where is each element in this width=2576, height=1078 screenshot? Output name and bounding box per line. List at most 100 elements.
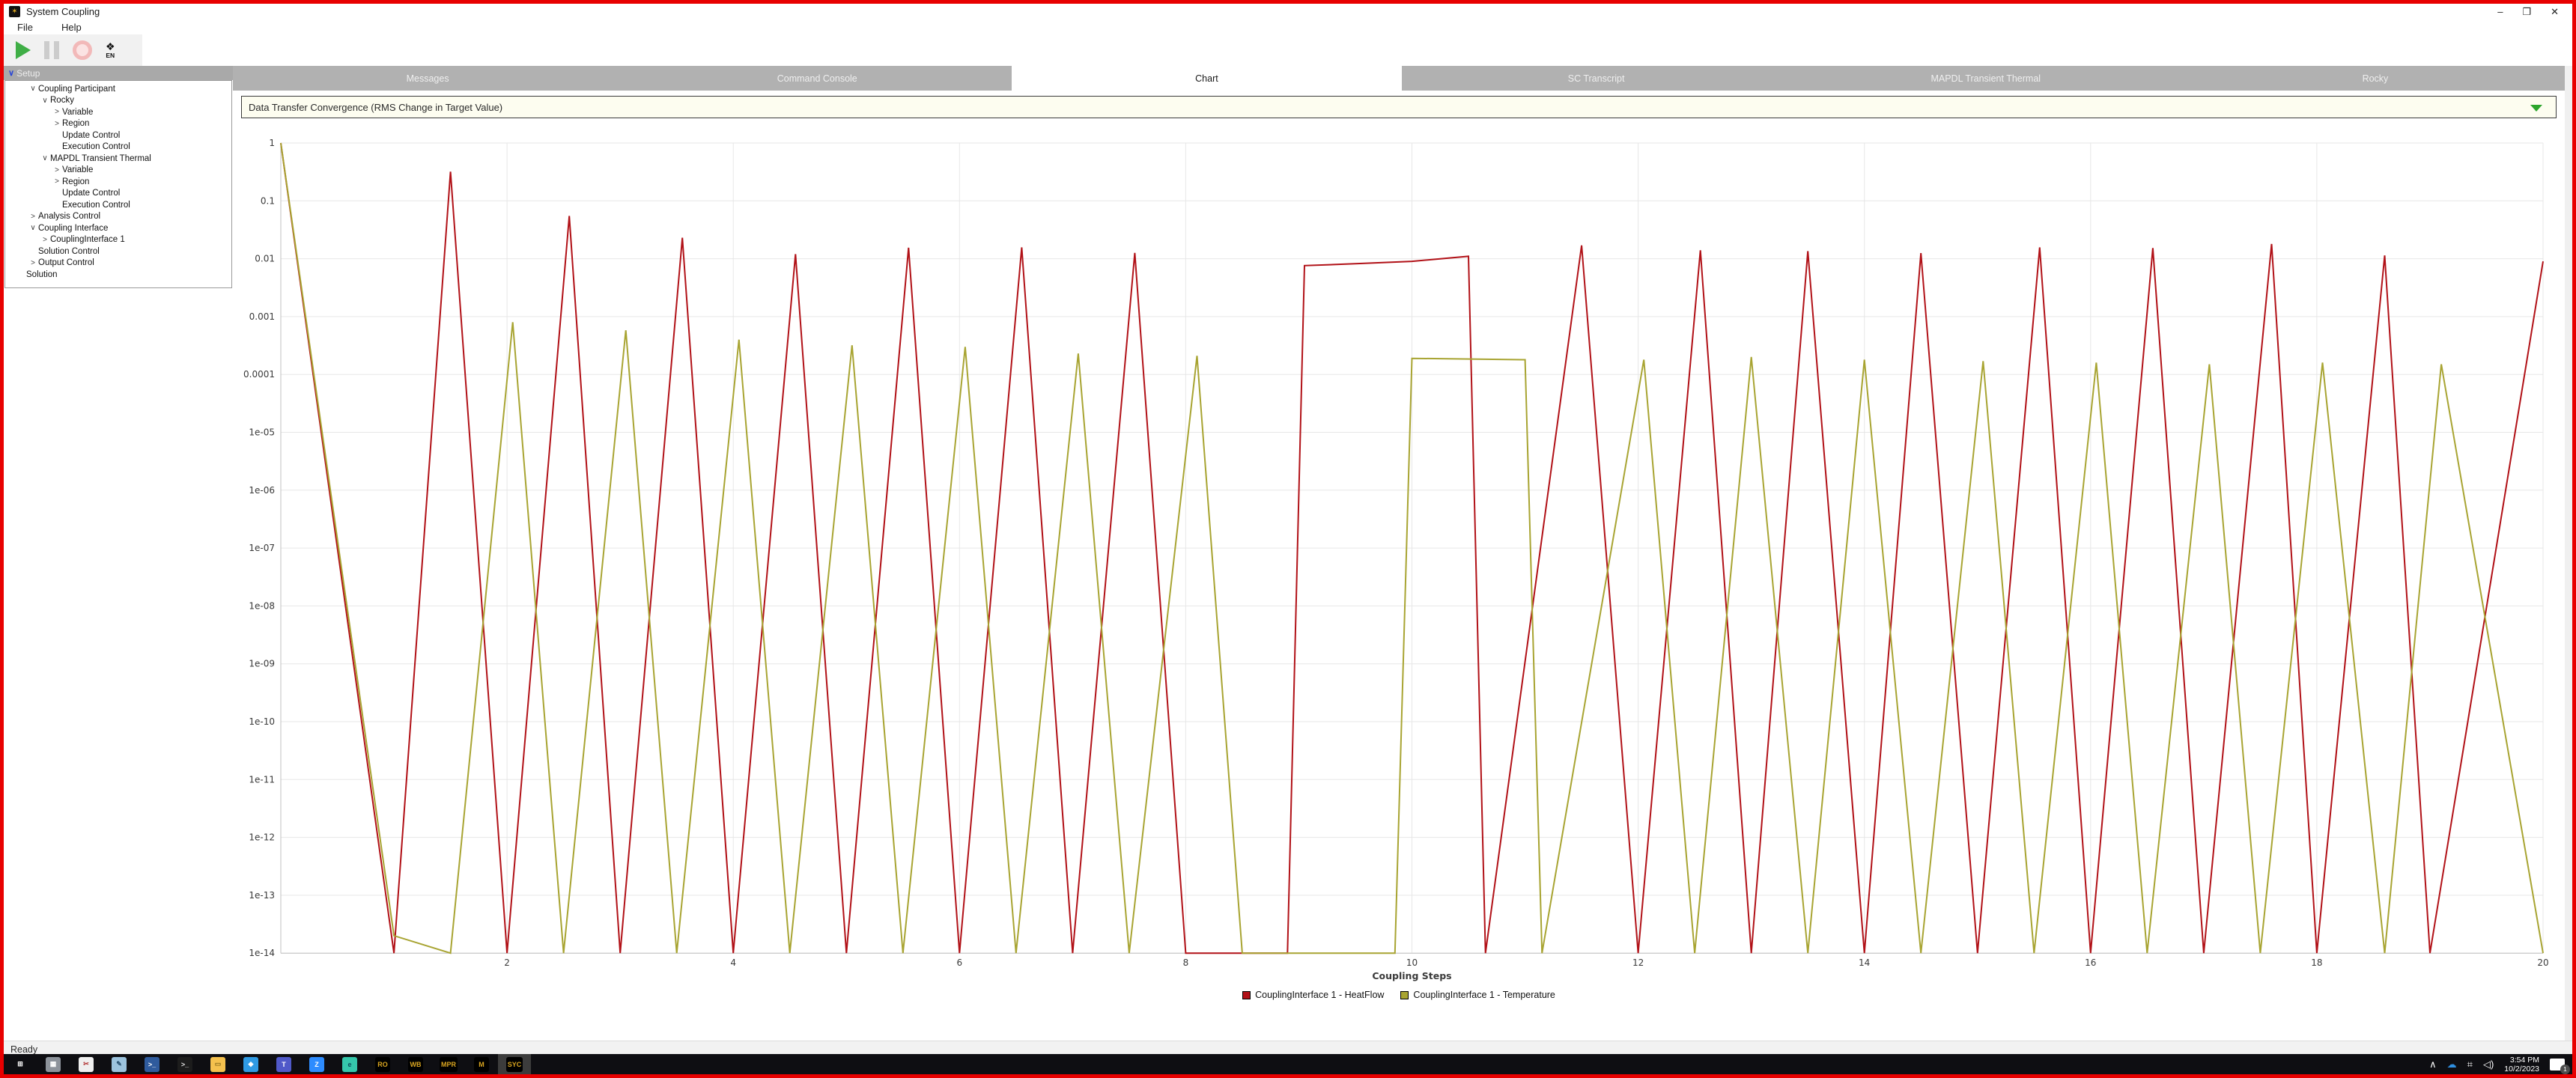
tree-item-rocky[interactable]: ∨ Rocky [5, 95, 231, 107]
tab-chart[interactable]: Chart [1012, 66, 1402, 91]
legend-swatch [1400, 990, 1409, 999]
tree-item-update-control[interactable]: Update Control [5, 188, 231, 200]
teams-glyph: T [276, 1056, 291, 1072]
tree-item-output-control[interactable]: > Output Control [5, 258, 231, 270]
tree-item-execution-control[interactable]: Execution Control [5, 199, 231, 211]
system-coupling-glyph: SYC [505, 1056, 523, 1072]
chevron-down-icon[interactable]: ∨ [42, 154, 48, 163]
app-icon: ✶ [9, 6, 20, 17]
status-bar: Ready [4, 1041, 2572, 1058]
svg-text:1e-09: 1e-09 [249, 659, 275, 669]
notification-center-icon[interactable]: 1 [2550, 1058, 2570, 1074]
chart-legend: CouplingInterface 1 - HeatFlow CouplingIn… [233, 990, 2565, 1000]
tree-item-label: Coupling Participant [38, 84, 115, 94]
svg-text:0.01: 0.01 [255, 254, 275, 264]
network-icon[interactable]: ⌗ [2467, 1058, 2473, 1070]
setup-tree: ∨ Coupling Participant ∨ Rocky > Variable > Reg… [4, 80, 232, 288]
workbench-glyph: WB [408, 1056, 423, 1072]
menu-help[interactable]: Help [61, 21, 82, 33]
taskbar-notepad-icon[interactable]: ✎ [103, 1054, 136, 1074]
tree-item-label: CouplingInterface 1 [50, 235, 125, 245]
tab-mapdl-transient-thermal[interactable]: MAPDL Transient Thermal [1931, 73, 2041, 84]
taskbar-file-explorer-icon[interactable]: ▭ [201, 1054, 234, 1074]
tab-command-console[interactable]: Command Console [777, 73, 857, 84]
language-button[interactable]: ❖ EN [106, 40, 115, 59]
tree-item-label: Update Control [62, 130, 121, 140]
calculator-glyph: ▦ [46, 1056, 61, 1072]
tree-item-region[interactable]: > Region [5, 118, 231, 130]
chevron-right-icon[interactable]: > [31, 258, 35, 267]
taskbar-vscode-icon[interactable]: ◆ [234, 1054, 267, 1074]
tree-item-variable[interactable]: > Variable [5, 165, 231, 177]
chevron-right-icon[interactable]: > [55, 119, 59, 128]
menu-file[interactable]: File [17, 21, 33, 33]
notepad-glyph: ✎ [112, 1056, 127, 1072]
chevron-down-icon[interactable]: ∨ [42, 96, 48, 105]
menu-bar: File Help [4, 19, 2572, 34]
svg-text:8: 8 [1183, 957, 1189, 968]
tab-sc-transcript[interactable]: SC Transcript [1567, 73, 1625, 84]
setup-header[interactable]: ∨ Setup [4, 66, 233, 80]
taskbar-mpr-icon[interactable]: MPR [432, 1054, 465, 1074]
play-icon[interactable] [16, 41, 31, 59]
tree-item-solution[interactable]: Solution [5, 269, 231, 281]
svg-text:1e-10: 1e-10 [249, 716, 275, 727]
tree-item-label: Analysis Control [38, 212, 101, 222]
taskbar-clock[interactable]: 3:54 PM 10/2/2023 [2504, 1056, 2539, 1074]
taskbar-teams-icon[interactable]: T [267, 1054, 300, 1074]
tree-item-coupling-interface[interactable]: ∨ Coupling Interface [5, 222, 231, 234]
tree-item-label: Solution Control [38, 246, 100, 256]
taskbar-zoom-icon[interactable]: Z [300, 1054, 333, 1074]
tree-item-solution-control[interactable]: Solution Control [5, 246, 231, 258]
svg-text:10: 10 [1406, 957, 1418, 968]
tree-item-coupling-participant[interactable]: ∨ Coupling Participant [5, 83, 231, 95]
taskbar-powershell-icon[interactable]: >_ [136, 1054, 168, 1074]
chevron-right-icon[interactable]: > [55, 177, 59, 186]
svg-text:1e-11: 1e-11 [249, 774, 275, 785]
taskbar-start-icon[interactable]: ⊞ [4, 1054, 37, 1074]
stop-icon [73, 40, 92, 60]
minimize-button[interactable]: – [2497, 5, 2503, 17]
system-tray: ∧ ☁ ⌗ ◁) 3:54 PM 10/2/2023 1 [2429, 1056, 2572, 1074]
tab-rocky[interactable]: Rocky [2362, 73, 2389, 84]
chart-gridlines [281, 142, 2544, 954]
taskbar-calculator-icon[interactable]: ▦ [37, 1054, 70, 1074]
taskbar-snipping-tool-icon[interactable]: ✂ [70, 1054, 103, 1074]
status-text: Ready [10, 1044, 38, 1055]
chevron-right-icon[interactable]: > [55, 165, 59, 174]
tray-chevron-up-icon[interactable]: ∧ [2429, 1058, 2437, 1070]
tree-item-variable[interactable]: > Variable [5, 106, 231, 118]
taskbar-workbench-icon[interactable]: WB [399, 1054, 432, 1074]
tree-item-mapdl-transient-thermal[interactable]: ∨ MAPDL Transient Thermal [5, 153, 231, 165]
taskbar-edge-icon[interactable]: e [333, 1054, 366, 1074]
onedrive-icon[interactable]: ☁ [2446, 1058, 2457, 1070]
chevron-right-icon[interactable]: > [43, 235, 47, 244]
chevron-right-icon[interactable]: > [31, 212, 35, 221]
rocky-glyph: RO [375, 1056, 390, 1072]
chevron-down-icon[interactable]: ∨ [30, 224, 36, 233]
legend-item-couplinginterface-1-heatflow: CouplingInterface 1 - HeatFlow [1242, 990, 1384, 1000]
chevron-down-icon[interactable]: ∨ [30, 85, 36, 94]
close-button[interactable]: ✕ [2551, 5, 2559, 17]
svg-text:1e-06: 1e-06 [249, 485, 275, 496]
tree-item-label: Output Control [38, 258, 94, 268]
tree-item-analysis-control[interactable]: > Analysis Control [5, 211, 231, 223]
chevron-right-icon[interactable]: > [55, 108, 59, 117]
taskbar-system-coupling-icon[interactable]: SYC [498, 1054, 531, 1074]
taskbar-rocky-icon[interactable]: RO [366, 1054, 399, 1074]
chart-type-dropdown[interactable]: Data Transfer Convergence (RMS Change in… [241, 96, 2557, 118]
tree-item-label: Update Control [62, 189, 121, 198]
tree-item-region[interactable]: > Region [5, 176, 231, 188]
taskbar-command-prompt-icon[interactable]: >_ [168, 1054, 201, 1074]
tree-item-update-control[interactable]: Update Control [5, 130, 231, 141]
volume-icon[interactable]: ◁) [2482, 1058, 2494, 1070]
maximize-button[interactable]: ❒ [2522, 5, 2532, 17]
tree-item-couplinginterface-1[interactable]: > CouplingInterface 1 [5, 234, 231, 246]
chart-tick-labels: 1 0.1 0.01 0.001 0.0001 1e-05 1e-06 1e-07 1e-08 1… [243, 138, 2549, 981]
mechanical-glyph: M [474, 1056, 489, 1072]
taskbar-mechanical-icon[interactable]: M [465, 1054, 498, 1074]
mpr-glyph: MPR [440, 1056, 458, 1072]
tree-item-execution-control[interactable]: Execution Control [5, 141, 231, 153]
tab-messages[interactable]: Messages [406, 73, 449, 84]
